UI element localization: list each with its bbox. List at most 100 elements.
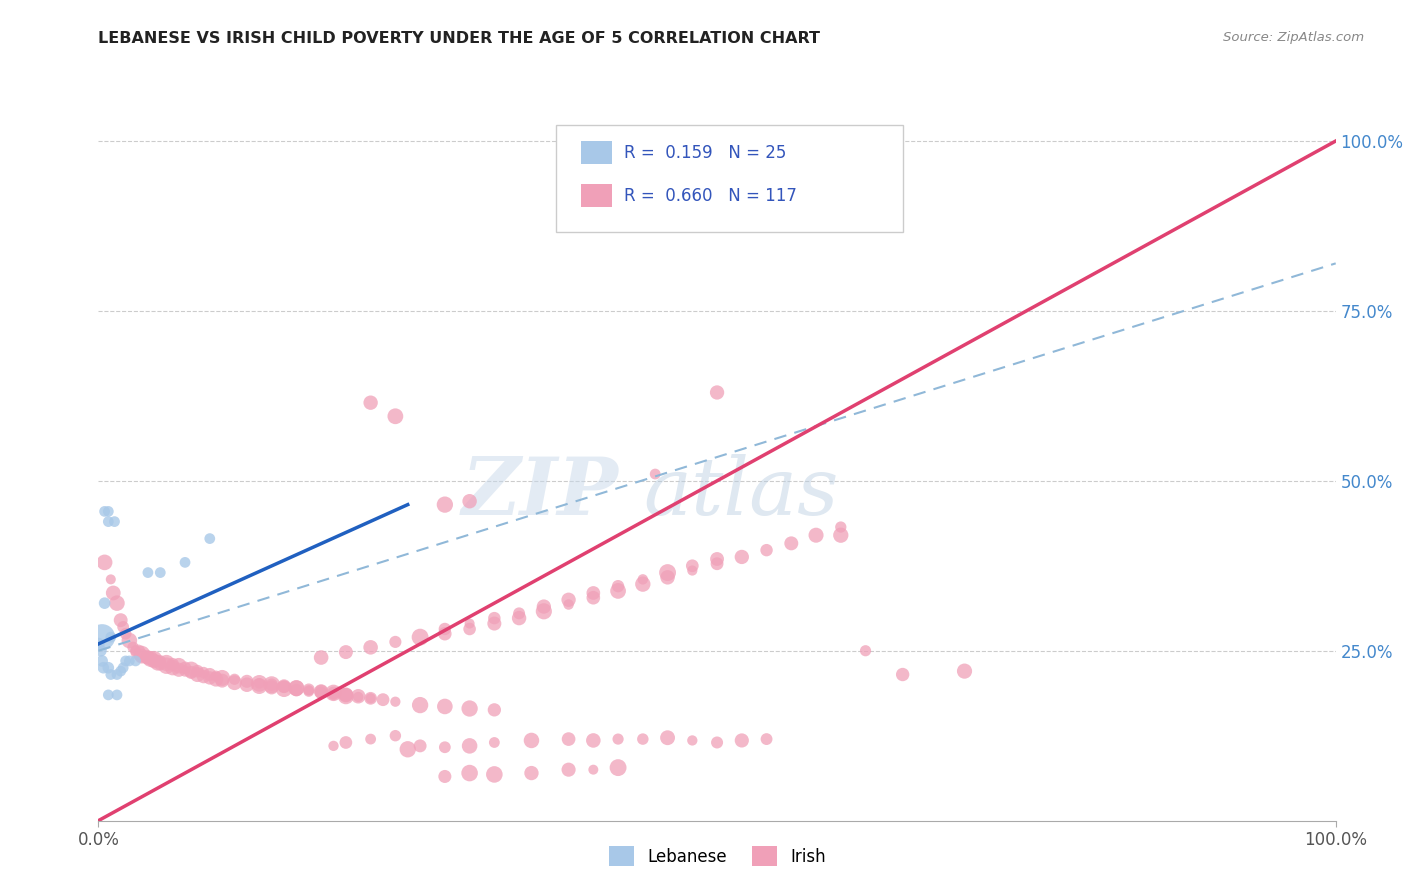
Point xyxy=(508,607,530,621)
Point xyxy=(582,733,605,747)
Point xyxy=(247,676,270,690)
Point xyxy=(127,645,149,659)
Point xyxy=(105,688,128,702)
Point xyxy=(557,598,579,612)
Point xyxy=(155,658,177,673)
Point xyxy=(335,645,357,659)
Point xyxy=(91,654,114,668)
Point xyxy=(322,686,344,700)
Point xyxy=(458,494,481,508)
Point xyxy=(607,761,630,775)
Point xyxy=(273,679,295,693)
Point xyxy=(384,409,406,424)
Point xyxy=(322,739,344,753)
Point xyxy=(322,686,344,700)
Point xyxy=(118,633,141,648)
Point xyxy=(322,688,344,702)
Point xyxy=(100,630,122,644)
Point xyxy=(124,644,146,658)
Point xyxy=(236,674,259,689)
Point xyxy=(93,596,115,610)
Point xyxy=(285,681,308,695)
Point xyxy=(360,732,382,747)
Point xyxy=(335,735,357,749)
Point xyxy=(136,650,159,665)
Point xyxy=(124,654,146,668)
Point xyxy=(433,622,456,636)
Point xyxy=(780,536,803,550)
Point xyxy=(631,732,654,747)
Point xyxy=(396,742,419,756)
Point xyxy=(285,681,308,695)
Point xyxy=(309,686,332,700)
Point xyxy=(484,611,506,625)
Point xyxy=(134,649,156,664)
Point xyxy=(582,586,605,600)
Point xyxy=(309,650,332,665)
Point xyxy=(247,676,270,690)
Point xyxy=(409,698,432,712)
Point xyxy=(103,515,125,529)
Point xyxy=(335,688,357,702)
Point xyxy=(631,577,654,591)
Point xyxy=(731,549,754,564)
Point xyxy=(136,650,159,665)
Point xyxy=(433,769,456,783)
Point xyxy=(891,667,914,681)
Point xyxy=(149,654,172,668)
Point xyxy=(97,688,120,702)
Point xyxy=(533,599,555,614)
Point xyxy=(298,682,321,697)
Point xyxy=(433,498,456,512)
Text: R =  0.159   N = 25: R = 0.159 N = 25 xyxy=(624,144,786,161)
Point xyxy=(167,663,190,677)
Point xyxy=(193,665,215,680)
Point xyxy=(384,635,406,649)
Bar xyxy=(581,141,612,164)
Point xyxy=(706,735,728,749)
Point xyxy=(607,732,630,747)
Point xyxy=(953,664,976,678)
Point xyxy=(458,701,481,715)
Point xyxy=(508,611,530,625)
Point xyxy=(90,644,112,658)
Point xyxy=(112,620,135,634)
Point xyxy=(122,640,145,655)
Point xyxy=(433,740,456,755)
Point xyxy=(755,543,778,558)
Point xyxy=(533,604,555,618)
Text: ZIP: ZIP xyxy=(461,454,619,531)
Point xyxy=(224,673,246,687)
Point xyxy=(260,678,283,692)
Point xyxy=(236,678,259,692)
Text: R =  0.660   N = 117: R = 0.660 N = 117 xyxy=(624,186,797,204)
Point xyxy=(458,616,481,631)
Point xyxy=(384,729,406,743)
Point xyxy=(149,566,172,580)
Point xyxy=(298,683,321,698)
Point xyxy=(193,669,215,683)
Point xyxy=(657,731,679,745)
Point xyxy=(174,664,197,678)
Point xyxy=(273,681,295,696)
Point xyxy=(371,692,394,706)
Point xyxy=(205,673,228,687)
Point xyxy=(335,688,357,702)
Point xyxy=(360,691,382,706)
Point xyxy=(484,767,506,781)
Point xyxy=(100,667,122,681)
Point xyxy=(118,654,141,668)
Point xyxy=(97,504,120,518)
Point xyxy=(681,558,703,573)
Point xyxy=(731,733,754,747)
Point xyxy=(211,671,233,685)
Point xyxy=(631,573,654,587)
Point xyxy=(520,733,543,747)
Point xyxy=(131,647,153,661)
Point xyxy=(458,766,481,780)
Bar xyxy=(581,184,612,207)
Point xyxy=(114,626,136,640)
FancyBboxPatch shape xyxy=(557,125,903,232)
Point xyxy=(484,616,506,631)
Point xyxy=(97,515,120,529)
